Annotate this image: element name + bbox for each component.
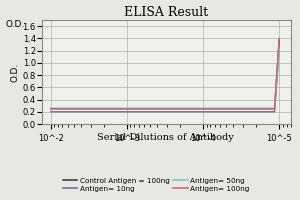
Title: ELISA Result: ELISA Result (124, 6, 208, 19)
Text: O.D.: O.D. (6, 20, 25, 29)
Y-axis label: O.D.: O.D. (11, 62, 20, 82)
Text: Serial Dilutions of Antibody: Serial Dilutions of Antibody (97, 133, 233, 142)
Legend: Control Antigen = 100ng, Antigen= 10ng, Antigen= 50ng, Antigen= 100ng: Control Antigen = 100ng, Antigen= 10ng, … (60, 175, 252, 194)
